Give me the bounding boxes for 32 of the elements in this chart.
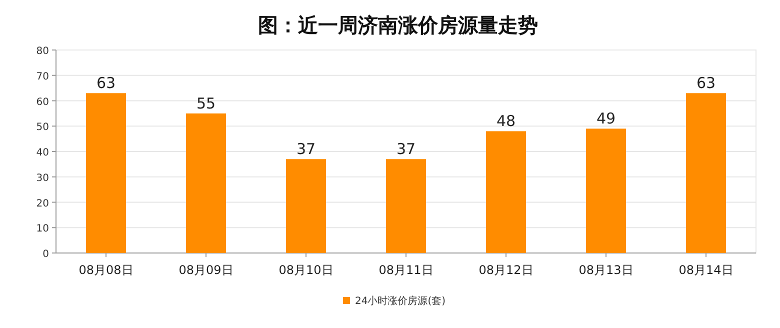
x-tick-label: 08月09日	[178, 263, 234, 277]
x-tick-label: 08月08日	[78, 263, 134, 277]
y-tick-label: 50	[36, 122, 49, 134]
x-tick-label: 08月11日	[378, 263, 434, 277]
bar	[86, 93, 126, 253]
bar	[586, 128, 626, 253]
legend-label: 24小时涨价房源(套)	[355, 295, 446, 307]
bar	[386, 159, 426, 253]
data-label: 48	[496, 112, 516, 130]
chart-title: 图：近一周济南涨价房源量走势	[258, 13, 538, 37]
x-tick-label: 08月13日	[578, 263, 634, 277]
bar	[186, 113, 226, 253]
data-label: 49	[596, 110, 616, 128]
y-tick-label: 80	[36, 46, 49, 57]
data-label: 37	[296, 140, 316, 158]
y-tick-label: 40	[36, 148, 49, 158]
data-label: 63	[696, 74, 716, 92]
bar	[486, 131, 526, 253]
y-tick-label: 0	[42, 249, 49, 260]
bar	[286, 159, 326, 253]
y-tick-label: 60	[36, 96, 49, 108]
bar	[686, 93, 726, 253]
x-tick-label: 08月10日	[278, 263, 334, 277]
y-tick-label: 20	[36, 198, 49, 210]
x-tick-label: 08月14日	[678, 263, 734, 277]
data-label: 55	[196, 94, 216, 112]
data-label: 37	[396, 140, 416, 158]
x-tick-label: 08月12日	[478, 263, 534, 277]
y-tick-label: 10	[36, 224, 49, 235]
y-tick-label: 70	[36, 71, 49, 82]
data-label: 63	[96, 74, 116, 92]
y-tick-label: 30	[36, 172, 49, 184]
